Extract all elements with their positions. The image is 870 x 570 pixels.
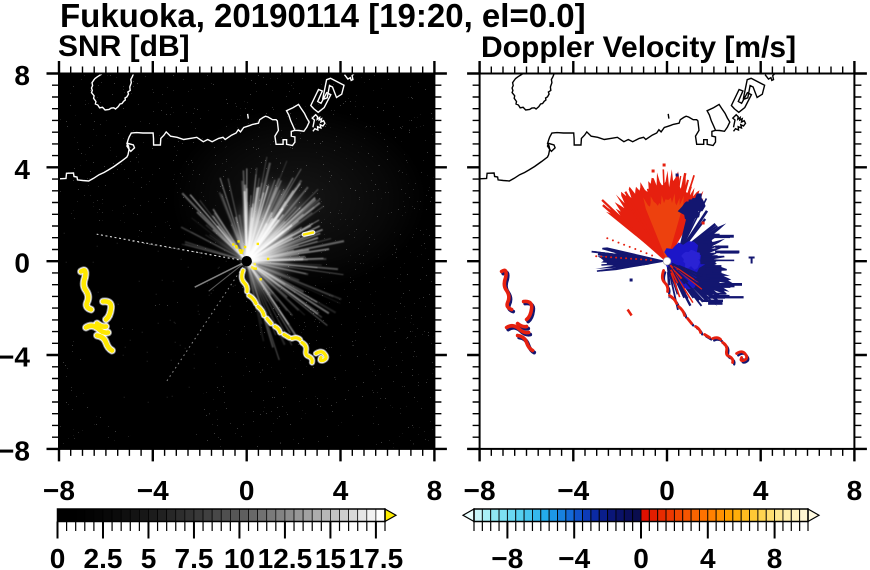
svg-text:4: 4 [14,154,30,185]
svg-text:Doppler Velocity [m/s]: Doppler Velocity [m/s] [481,31,796,64]
svg-text:4: 4 [333,475,349,506]
svg-text:0: 0 [50,543,66,570]
svg-text:8: 8 [847,475,863,506]
svg-text:8: 8 [14,60,30,91]
svg-text:−8: −8 [464,475,496,506]
svg-text:17.5: 17.5 [349,543,404,570]
svg-text:5: 5 [141,543,157,570]
svg-text:−4: −4 [137,475,169,506]
svg-text:7.5: 7.5 [175,543,214,570]
svg-text:−4: −4 [558,543,590,570]
svg-text:−4: −4 [0,342,30,373]
svg-text:15: 15 [315,543,346,570]
svg-text:−8: −8 [43,475,75,506]
svg-text:8: 8 [427,475,443,506]
svg-text:−8: −8 [0,435,30,466]
svg-text:Fukuoka, 20190114 [19:20, el=0: Fukuoka, 20190114 [19:20, el=0.0] [60,0,586,34]
svg-text:8: 8 [767,543,783,570]
svg-text:0: 0 [633,543,649,570]
svg-text:4: 4 [700,543,716,570]
svg-text:−8: −8 [491,543,523,570]
svg-text:0: 0 [239,475,255,506]
svg-text:4: 4 [753,475,769,506]
svg-text:0: 0 [659,475,675,506]
svg-text:0: 0 [14,248,30,279]
svg-text:SNR [dB]: SNR [dB] [58,30,190,63]
svg-text:−4: −4 [557,475,589,506]
svg-text:2.5: 2.5 [84,543,123,570]
svg-text:10: 10 [224,543,255,570]
svg-text:12.5: 12.5 [258,543,313,570]
